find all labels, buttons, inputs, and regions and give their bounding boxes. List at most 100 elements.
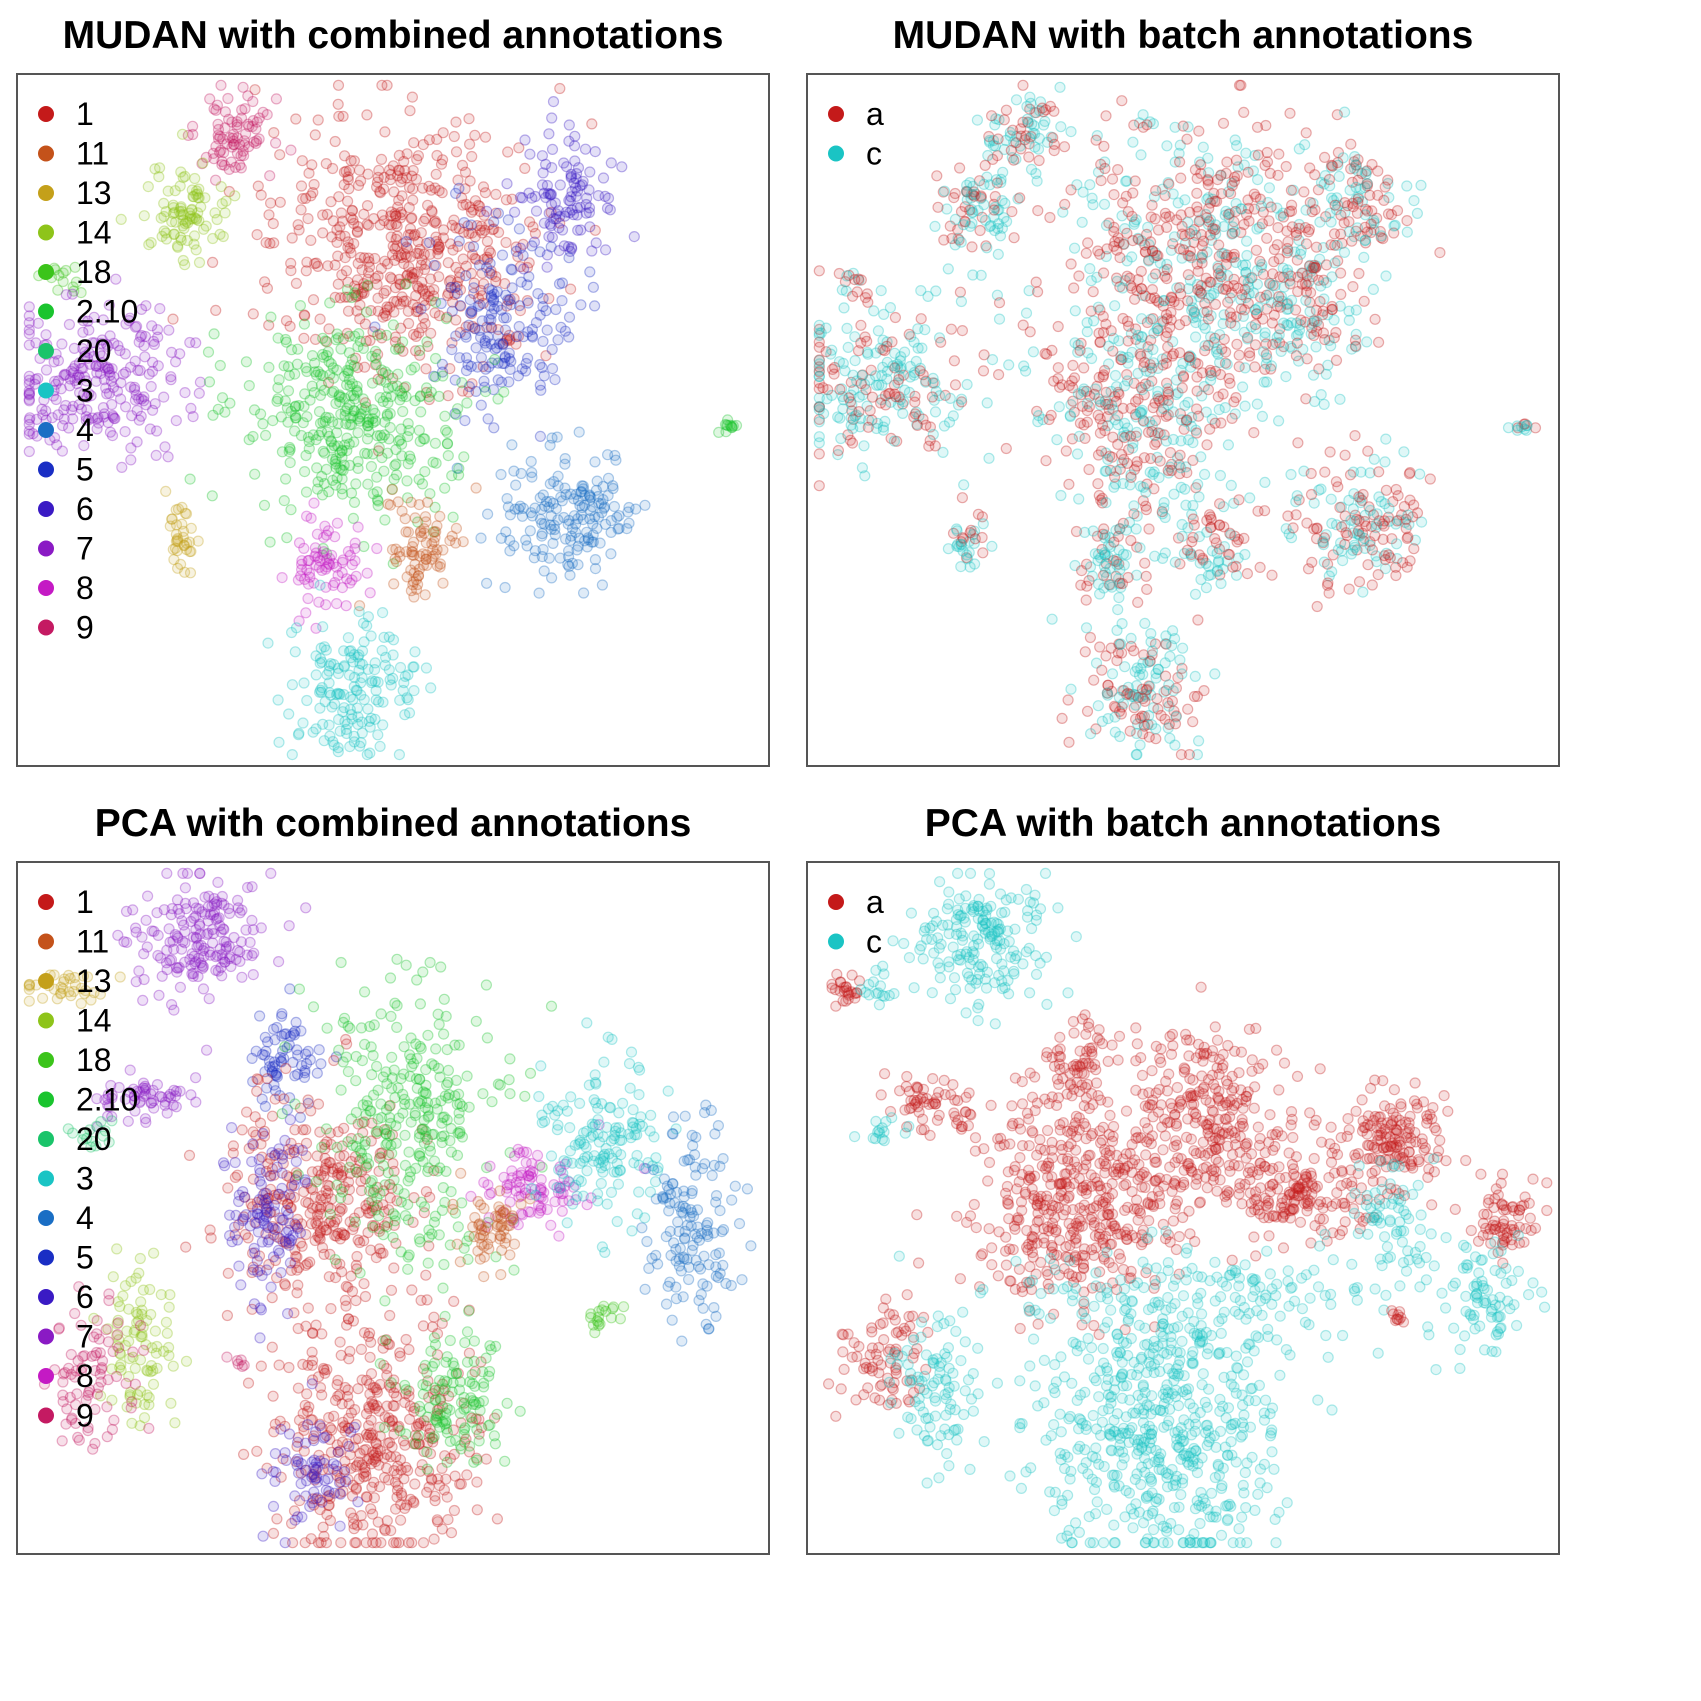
data-point xyxy=(312,114,324,126)
data-point xyxy=(122,1115,134,1127)
data-point xyxy=(359,361,371,373)
data-point xyxy=(342,195,354,207)
data-point xyxy=(408,268,420,280)
data-point xyxy=(572,224,584,236)
data-point xyxy=(362,279,374,291)
data-point xyxy=(1181,133,1193,145)
data-point xyxy=(1159,511,1171,524)
data-point xyxy=(164,520,176,532)
data-point xyxy=(154,303,166,315)
data-point xyxy=(875,285,887,297)
data-point xyxy=(536,179,549,191)
data-point xyxy=(1281,242,1294,255)
data-point xyxy=(1106,668,1119,680)
data-point xyxy=(1349,340,1362,352)
data-point xyxy=(1311,600,1323,613)
data-point xyxy=(1221,358,1233,370)
data-point xyxy=(1233,79,1246,91)
data-point xyxy=(1072,388,1085,400)
data-point xyxy=(346,378,358,390)
data-point xyxy=(458,217,470,229)
data-point xyxy=(179,882,191,894)
data-point xyxy=(496,249,509,261)
data-point xyxy=(353,649,365,661)
data-point xyxy=(420,363,432,375)
data-point xyxy=(1191,385,1203,397)
scatter-panel-2 xyxy=(23,867,757,1549)
data-point xyxy=(369,272,381,284)
data-point xyxy=(190,1072,202,1084)
data-point xyxy=(458,451,470,463)
data-point xyxy=(1401,226,1413,238)
data-point xyxy=(365,460,377,473)
data-point xyxy=(119,426,131,438)
data-point xyxy=(138,395,150,407)
data-point xyxy=(365,712,377,724)
data-point xyxy=(258,499,271,511)
data-point xyxy=(273,736,285,748)
data-point xyxy=(1328,228,1341,240)
data-point xyxy=(1390,561,1402,573)
data-point xyxy=(265,867,277,880)
data-point xyxy=(371,542,383,555)
data-point xyxy=(265,311,277,323)
data-point xyxy=(1193,125,1205,137)
data-point xyxy=(262,1036,274,1048)
data-point xyxy=(565,191,577,203)
data-point xyxy=(473,324,486,336)
data-point xyxy=(813,383,825,395)
data-point xyxy=(917,413,929,425)
data-point xyxy=(257,418,269,430)
data-point xyxy=(125,454,137,466)
data-point xyxy=(430,168,442,180)
data-point xyxy=(1189,588,1202,600)
data-point xyxy=(1158,497,1170,509)
data-point xyxy=(1202,179,1214,191)
data-point xyxy=(849,274,861,286)
data-point xyxy=(370,684,382,697)
data-point xyxy=(299,1067,311,1079)
data-point xyxy=(215,961,227,974)
data-point xyxy=(1205,569,1217,581)
data-point xyxy=(417,182,429,194)
data-point xyxy=(401,475,413,487)
data-point xyxy=(1055,121,1067,133)
data-point xyxy=(1148,327,1160,339)
data-point xyxy=(479,131,492,143)
data-point xyxy=(1024,91,1036,103)
data-point xyxy=(546,343,558,356)
data-point xyxy=(502,146,514,158)
data-point xyxy=(504,335,516,347)
data-point xyxy=(243,380,255,392)
data-point xyxy=(114,971,126,983)
data-point xyxy=(563,311,576,323)
data-point xyxy=(408,567,420,579)
data-point xyxy=(1198,468,1211,480)
data-point xyxy=(1199,340,1211,352)
legend-marker xyxy=(38,106,54,122)
data-point xyxy=(886,336,898,348)
data-point xyxy=(156,970,168,982)
data-point xyxy=(199,891,211,903)
data-point xyxy=(526,510,539,522)
data-point xyxy=(1390,538,1403,550)
data-point xyxy=(1141,119,1153,131)
data-point xyxy=(317,416,329,428)
data-point xyxy=(993,313,1006,325)
data-point xyxy=(1424,473,1436,485)
data-point xyxy=(332,79,345,91)
data-point xyxy=(1346,235,1358,247)
data-point xyxy=(1329,199,1341,211)
data-point xyxy=(1347,544,1359,557)
data-point xyxy=(317,621,329,633)
data-point xyxy=(197,983,210,995)
data-point xyxy=(847,422,859,434)
data-point xyxy=(1339,197,1351,209)
data-point xyxy=(470,253,482,265)
data-point xyxy=(222,1267,234,1279)
data-point xyxy=(437,232,449,244)
data-point xyxy=(386,249,399,261)
data-point xyxy=(146,365,159,377)
data-point xyxy=(393,149,405,161)
legend-marker xyxy=(828,106,844,122)
